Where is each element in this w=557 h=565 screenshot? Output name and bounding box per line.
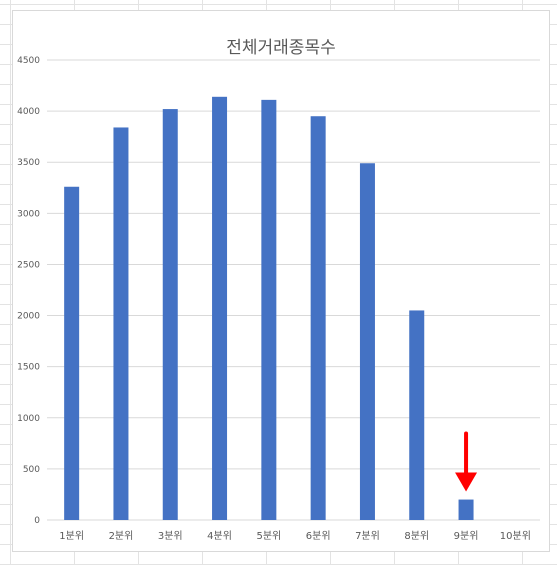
x-tick-label: 2분위 [109, 529, 134, 542]
x-tick-label: 3분위 [158, 529, 183, 542]
y-tick-label: 500 [23, 465, 40, 475]
chart-area[interactable]: 전체거래종목수 [12, 10, 550, 552]
chart-title: 전체거래종목수 [226, 38, 336, 58]
y-tick-label: 4000 [17, 107, 40, 117]
bar [113, 127, 129, 520]
x-tick-label: 7분위 [355, 529, 380, 542]
y-tick-label: 4500 [17, 56, 40, 66]
x-tick-label: 5분위 [256, 529, 281, 542]
annotation-arrow-head [455, 472, 478, 492]
y-tick-label: 3000 [17, 209, 40, 219]
x-tick-label: 6분위 [306, 529, 331, 542]
x-tick-label: 1분위 [59, 529, 84, 542]
x-tick-label: 8분위 [404, 529, 429, 542]
x-tick-label: 10분위 [500, 529, 531, 542]
bar [310, 116, 326, 520]
y-tick-label: 1000 [17, 414, 40, 424]
bar [359, 163, 375, 520]
bar [212, 96, 228, 521]
bar [409, 310, 425, 520]
y-tick-label: 1500 [17, 363, 40, 373]
y-tick-label: 2500 [17, 260, 40, 270]
bar [458, 499, 474, 520]
bar [261, 99, 277, 520]
bar [162, 109, 178, 521]
bar [64, 186, 80, 520]
y-tick-label: 0 [34, 516, 40, 526]
y-tick-label: 2000 [17, 312, 40, 322]
x-tick-label: 9분위 [454, 529, 479, 542]
x-tick-label: 4분위 [207, 529, 232, 542]
y-tick-label: 3500 [17, 158, 40, 168]
